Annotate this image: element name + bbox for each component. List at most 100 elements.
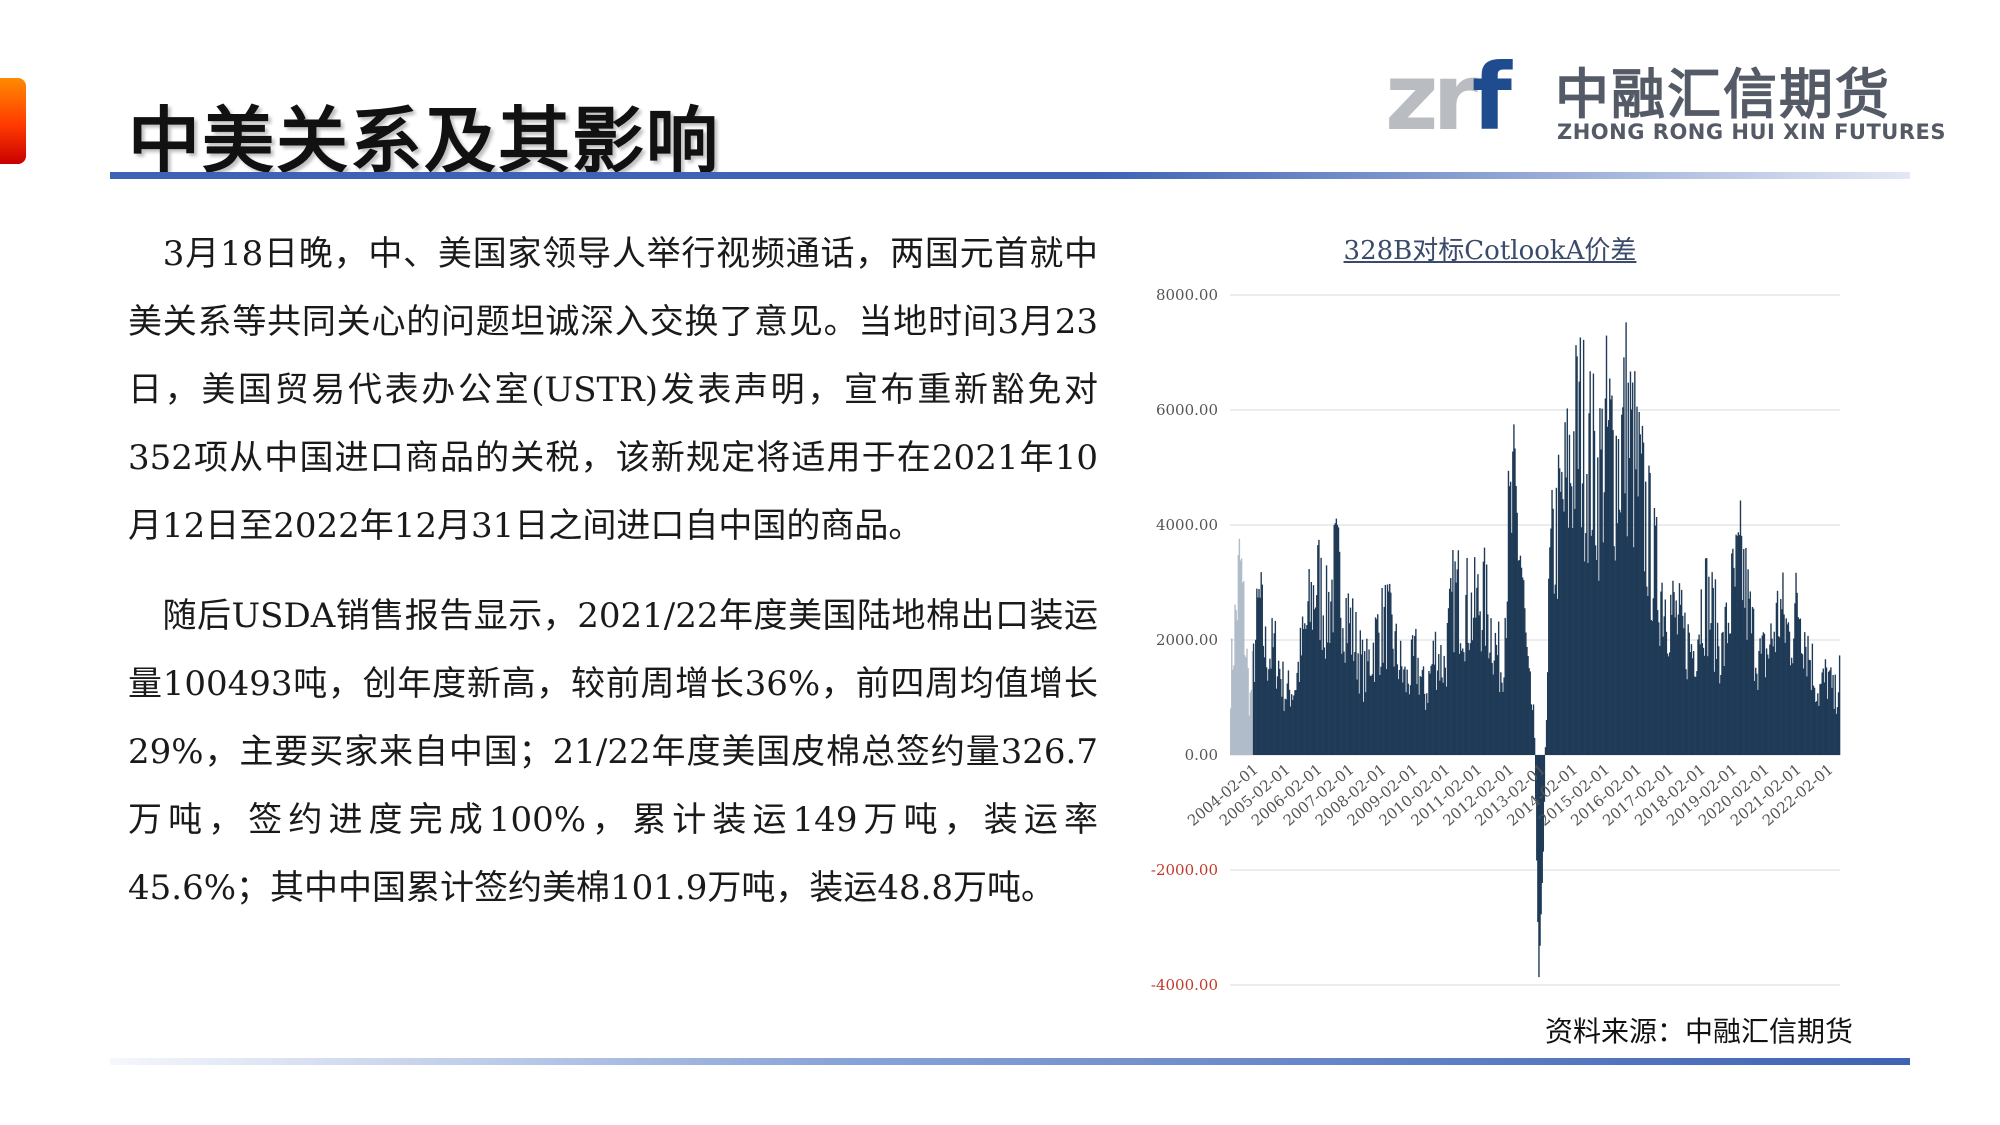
bar-mark — [1426, 693, 1428, 755]
bar-mark — [1691, 658, 1694, 755]
bar-mark — [1381, 587, 1383, 755]
bar-mark — [1235, 610, 1237, 755]
bar-mark — [1773, 631, 1775, 755]
bar-mark — [1638, 411, 1640, 755]
bar-mark — [1723, 666, 1725, 755]
bar-mark — [1744, 607, 1746, 755]
bar-mark — [1785, 618, 1787, 755]
bar-mark — [1814, 702, 1817, 755]
bar-mark — [1718, 646, 1720, 755]
bar-mark — [1557, 454, 1560, 755]
bar-mark — [1417, 657, 1419, 755]
bar-mark — [1457, 550, 1460, 755]
bar-mark — [1836, 707, 1839, 755]
bar-mark — [1233, 665, 1235, 755]
bar-mark — [1777, 636, 1780, 755]
bar-mark — [1444, 667, 1446, 755]
bar-mark — [1455, 582, 1457, 755]
bar-mark — [1662, 636, 1664, 755]
bar-mark — [1429, 673, 1431, 755]
bar-mark — [1262, 645, 1265, 755]
bar-mark — [1588, 413, 1590, 755]
bar-mark — [1670, 594, 1672, 755]
bar-mark — [1625, 322, 1627, 755]
bar-mark — [1430, 665, 1432, 755]
bar-mark — [1337, 527, 1340, 755]
bar-mark — [1560, 491, 1562, 755]
bar-mark — [1365, 692, 1367, 755]
bar-mark — [1690, 644, 1693, 755]
bar-mark — [1561, 471, 1563, 755]
bar-mark — [1411, 635, 1414, 755]
bar-mark — [1496, 655, 1499, 755]
bar-mark — [1548, 578, 1550, 755]
bar-mark — [1752, 608, 1755, 755]
bar-mark — [1397, 679, 1400, 755]
bar-mark — [1768, 658, 1770, 755]
bar-mark — [1695, 676, 1697, 755]
bar-mark — [1497, 621, 1500, 755]
bar-mark — [1550, 528, 1552, 755]
bar-mark — [1530, 704, 1533, 755]
bar-mark — [1808, 659, 1810, 755]
bar-mark — [1292, 699, 1294, 755]
bar-mark — [1556, 598, 1559, 755]
bar-mark — [1642, 442, 1645, 755]
bar-mark — [1398, 669, 1401, 755]
bar-mark — [1818, 705, 1820, 755]
bar-mark — [1775, 602, 1778, 755]
bar-mark — [1626, 536, 1628, 755]
bar-mark — [1613, 546, 1615, 755]
bar-mark — [1688, 632, 1690, 755]
bar-mark — [1232, 669, 1234, 755]
bar-mark — [1500, 672, 1502, 755]
bar-mark — [1587, 562, 1589, 755]
bar-mark — [1395, 623, 1397, 755]
bar-mark — [1439, 680, 1441, 755]
bar-mark — [1789, 665, 1792, 755]
bar-mark — [1250, 689, 1253, 755]
bar-mark — [1452, 550, 1454, 755]
bar-mark — [1607, 420, 1610, 755]
bar-mark — [1834, 674, 1836, 755]
bar-mark — [1610, 399, 1612, 755]
bar-mark — [1503, 677, 1505, 755]
bar-mark — [1612, 430, 1614, 755]
bar-mark — [1704, 558, 1707, 755]
bar-mark — [1770, 623, 1772, 755]
bar-mark — [1838, 655, 1841, 755]
bar-mark — [1269, 658, 1271, 755]
bar-mark — [1536, 755, 1538, 861]
bar-mark — [1541, 755, 1543, 883]
bar-mark — [1416, 684, 1418, 755]
bar-mark — [1406, 669, 1408, 755]
logo-chinese-name: 中融汇信期货 — [1555, 63, 1891, 126]
bar-mark — [1749, 591, 1751, 755]
bar-mark — [1485, 564, 1488, 755]
bar-mark — [1546, 672, 1549, 755]
bar-mark — [1819, 684, 1821, 755]
bar-mark — [1651, 620, 1653, 755]
bar-mark — [1653, 508, 1656, 755]
spread-bar-chart: 8000.00 6000.00 4000.00 2000.00 0.00 -2000.00… — [1151, 286, 1841, 994]
bar-mark — [1468, 650, 1470, 755]
bar-mark — [1532, 704, 1535, 755]
bar-mark — [1816, 701, 1818, 755]
bar-mark — [1735, 534, 1737, 755]
logo-mark-zr: zr — [1385, 44, 1478, 151]
bar-mark — [1524, 608, 1526, 755]
bar-mark — [1470, 592, 1473, 755]
bar-mark — [1340, 617, 1342, 755]
bar-mark — [1342, 628, 1344, 755]
bar-mark — [1725, 602, 1728, 755]
bar-mark — [1733, 567, 1735, 755]
bar-mark — [1288, 689, 1291, 755]
bar-mark — [1635, 469, 1637, 755]
bar-mark — [1415, 628, 1417, 755]
bar-mark — [1747, 569, 1749, 755]
bar-mark — [1637, 496, 1639, 755]
bar-mark — [1279, 668, 1281, 755]
bar-mark — [1479, 611, 1481, 755]
bar-mark — [1243, 581, 1245, 755]
bar-mark — [1817, 693, 1819, 755]
